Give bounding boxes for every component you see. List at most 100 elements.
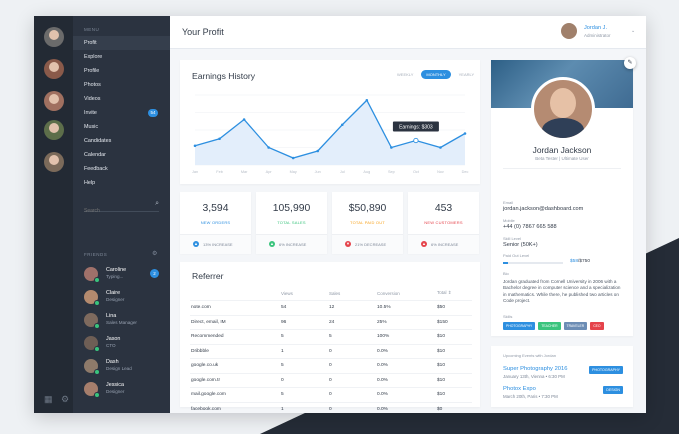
table-cell: $10	[436, 372, 472, 388]
menu-item-feedback[interactable]: Feedback	[84, 166, 108, 172]
page-title: Your Profit	[182, 27, 224, 37]
table-row[interactable]: note.com 54 12 10.5% $50	[190, 300, 472, 315]
friends-settings-icon[interactable]: ⚙	[152, 251, 158, 257]
skill-tag[interactable]: TRAVELER	[563, 322, 588, 330]
table-cell: 0.0%	[376, 401, 436, 413]
tab-yearly[interactable]: YEARLY	[458, 72, 475, 77]
friend-item[interactable]: Lina Sales Manager	[84, 312, 164, 330]
stat-label: NEW CUSTOMERS	[424, 220, 463, 225]
data-point[interactable]	[340, 123, 344, 127]
referrer-source: google.com.tr	[190, 372, 280, 388]
rail-avatar[interactable]	[44, 59, 64, 79]
table-row[interactable]: Recommended 5 5 100% $10	[190, 329, 472, 344]
menu-item-help[interactable]: Help	[84, 180, 96, 186]
rail-avatar[interactable]	[44, 120, 64, 140]
data-point[interactable]	[413, 137, 419, 144]
data-point[interactable]	[218, 137, 221, 141]
column-header[interactable]: Total ⇕	[437, 290, 452, 295]
friend-item[interactable]: Dash Design Lead	[84, 358, 164, 376]
stat-label: TOTAL PAID OUT	[350, 220, 385, 225]
gear-icon[interactable]: ⚙	[61, 394, 70, 404]
table-cell: 0.0%	[376, 343, 436, 359]
menu-item-profit[interactable]: Profit	[73, 36, 170, 50]
skill-tag[interactable]: PHOTOGRAPHY	[503, 322, 536, 330]
table-row[interactable]: google.co.uk 5 0 0.0% $10	[190, 358, 472, 373]
tooltip-text: Earnings: $303	[399, 124, 433, 130]
menu-item-explore[interactable]: Explore	[84, 54, 103, 60]
x-tick-label: Jul	[340, 170, 345, 174]
rail-avatar[interactable]	[44, 152, 64, 172]
rail-footer: ▦ ⚙	[44, 394, 69, 405]
friend-item[interactable]: Jessica Designer	[84, 381, 164, 399]
event-title: Photox Expo	[503, 386, 536, 392]
table-cell: 0.0%	[376, 387, 436, 402]
user-avatar[interactable]	[561, 23, 577, 39]
referrer-source: mail.google.com	[190, 387, 280, 402]
user-name[interactable]: Jordan J.	[584, 25, 608, 31]
table-cell: 0	[328, 387, 376, 402]
tab-monthly[interactable]: MONTHLY	[421, 70, 451, 79]
skill-tag[interactable]: TEACHER	[538, 322, 561, 330]
table-cell: 0	[328, 358, 376, 373]
friend-item[interactable]: Jason CTO	[84, 335, 164, 353]
event-detail: January 13th, Vienna • 6:30 PM	[503, 374, 565, 379]
friend-item[interactable]: Claire Designer	[84, 289, 164, 307]
referrer-card: Referrer Views Sales Conversion Total ⇕ …	[180, 262, 480, 413]
sort-icon[interactable]: ⇕	[447, 290, 452, 295]
menu-item-music[interactable]: Music	[84, 124, 99, 130]
friend-item[interactable]: Caroline Typing... 2	[84, 266, 164, 284]
search-input[interactable]	[84, 208, 144, 214]
stat-card-paid-out: $50,890 TOTAL PAID OUT ▼ 21% DECREASE	[332, 192, 403, 254]
column-header[interactable]: Sales	[329, 290, 341, 296]
table-row[interactable]: mail.google.com 5 0 0.0% $10	[190, 387, 472, 402]
table-cell: $10	[436, 358, 472, 373]
data-point[interactable]	[365, 98, 369, 102]
menu-item-calendar[interactable]: Calendar	[84, 152, 106, 158]
event-item[interactable]: Photox Expo March 20th, Paris • 7:30 PM …	[503, 386, 623, 399]
paid-progress-label: $58/$750	[570, 259, 591, 264]
table-cell: 54	[280, 300, 328, 315]
table-cell: 0	[280, 372, 328, 388]
menu-item-candidates[interactable]: Candidates	[84, 138, 112, 144]
data-point[interactable]	[439, 146, 442, 149]
earnings-title: Earnings History	[192, 71, 256, 81]
tab-weekly[interactable]: WEEKLY	[397, 72, 414, 77]
table-row[interactable]: Dribbble 1 0 0.0% $10	[190, 343, 472, 359]
grid-icon[interactable]: ▦	[44, 394, 53, 404]
x-tick-label: Sep	[388, 170, 395, 174]
data-point[interactable]	[463, 132, 467, 135]
profile-avatar	[531, 77, 595, 141]
x-tick-label: Apr	[266, 170, 273, 174]
search-icon[interactable]: ⌕	[155, 200, 159, 207]
table-row[interactable]: Direct, email, IM 96 24 25% $150	[190, 314, 472, 330]
menu-item-profile[interactable]: Profile	[84, 68, 100, 74]
data-point[interactable]	[242, 118, 246, 121]
table-cell: 100%	[376, 329, 436, 344]
skill-tag[interactable]: CEO	[590, 322, 604, 330]
online-status-icon	[94, 369, 100, 375]
chevron-down-icon[interactable]: ⌄	[631, 28, 636, 34]
friend-role: Designer	[106, 297, 125, 302]
data-point[interactable]	[193, 144, 197, 148]
menu-item-invite[interactable]: Invite 54	[73, 106, 170, 120]
table-row[interactable]: facebook.com 1 0 0.0% $0	[190, 401, 472, 413]
stat-value: $50,890	[348, 203, 387, 214]
earnings-chart: Jan Feb Mar Apr May Jun Jul Aug Sep Oct Nov Dec Earn…	[192, 94, 468, 174]
friend-role: Sales Manager	[106, 320, 137, 325]
menu-item-photos[interactable]: Photos	[84, 82, 101, 88]
table-row[interactable]: google.com.tr 0 0 0.0% $10	[190, 372, 472, 388]
column-header[interactable]: Conversion	[377, 290, 400, 296]
rail-avatar[interactable]	[44, 91, 64, 111]
x-tick-label: Jan	[192, 170, 198, 174]
data-point[interactable]	[390, 146, 393, 149]
x-tick-label: Nov	[437, 170, 444, 174]
data-point[interactable]	[316, 149, 320, 153]
edit-icon[interactable]: ✎	[624, 57, 636, 69]
data-point[interactable]	[291, 156, 295, 160]
field-value[interactable]: jordan.jackson@dashboard.com	[503, 206, 584, 212]
data-point[interactable]	[267, 146, 270, 149]
event-item[interactable]: Super Photography 2016 January 13th, Vie…	[503, 366, 623, 379]
menu-item-videos[interactable]: Videos	[84, 96, 101, 102]
rail-avatar[interactable]	[44, 27, 64, 47]
column-header[interactable]: Views	[281, 290, 293, 296]
